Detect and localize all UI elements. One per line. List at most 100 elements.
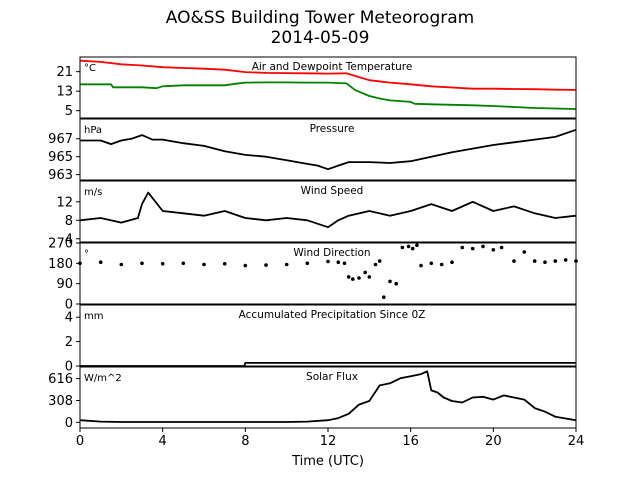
panel-frame — [79, 304, 577, 367]
y-tick-label: 4 — [65, 311, 73, 326]
unit-label: ° — [84, 249, 89, 260]
data-point — [460, 245, 465, 250]
data-point — [410, 246, 415, 251]
data-point — [512, 259, 516, 263]
y-tick-label: 270 — [48, 237, 73, 252]
y-tick-label: 8 — [65, 214, 73, 229]
data-point — [305, 261, 310, 266]
data-point — [284, 262, 289, 267]
panel-title: Solar Flux — [306, 371, 358, 383]
y-tick-label: 616 — [48, 372, 73, 387]
x-tick-label: 20 — [485, 434, 502, 449]
y-tick-label: 5 — [65, 104, 73, 119]
y-tick-label: 4 — [65, 232, 73, 247]
y-tick-label: 2 — [65, 335, 73, 350]
data-point — [400, 245, 405, 250]
data-point — [140, 261, 144, 266]
unit-label: hPa — [84, 125, 102, 136]
panel-title: Wind Direction — [293, 247, 370, 259]
data-point — [377, 259, 382, 263]
data-point — [470, 246, 475, 251]
data-point — [499, 245, 504, 250]
data-point — [382, 295, 386, 300]
y-tick-label: 0 — [65, 360, 73, 375]
x-tick-label: 12 — [320, 434, 337, 449]
data-point — [160, 262, 165, 266]
figure-title-line2: 2014-05-09 — [270, 28, 370, 48]
data-point — [439, 262, 444, 267]
data-point — [119, 262, 124, 267]
series-line-2 — [80, 81, 577, 110]
data-point — [351, 277, 355, 281]
panel-frame — [79, 118, 577, 181]
panel-frame — [79, 56, 577, 119]
y-tick-label: 965 — [48, 150, 73, 165]
unit-label: °C — [84, 63, 96, 74]
data-point — [363, 270, 368, 275]
data-point — [346, 275, 351, 279]
data-point — [243, 263, 248, 268]
panel-title: Pressure — [310, 123, 355, 135]
data-point — [181, 261, 186, 266]
y-tick-label: 13 — [56, 85, 73, 100]
series-line-1 — [80, 128, 577, 171]
series-line-1 — [79, 370, 577, 423]
y-tick-label: 12 — [56, 195, 73, 210]
data-point — [202, 262, 206, 267]
data-point — [450, 260, 454, 265]
panel-frame — [79, 180, 577, 243]
panel-5: 0 2 4 mm Accumulated Precipitation Since 0Z — [65, 304, 577, 375]
data-point — [522, 250, 527, 254]
y-tick-label: 0 — [65, 416, 73, 431]
data-point — [553, 259, 558, 263]
y-tick-label: 180 — [48, 257, 73, 272]
data-point — [367, 275, 372, 279]
y-tick-label: 963 — [48, 168, 73, 183]
data-point — [532, 259, 537, 263]
data-point — [394, 281, 399, 286]
data-point — [419, 263, 423, 268]
data-point — [415, 243, 419, 248]
data-point — [481, 244, 485, 249]
panel-title: Air and Dewpoint Temperature — [252, 61, 413, 73]
unit-label: W/m^2 — [84, 373, 122, 384]
x-tick-label: 24 — [568, 434, 585, 449]
panel-title: Accumulated Precipitation Since 0Z — [239, 309, 426, 321]
data-point — [264, 263, 268, 267]
panel-3: 4 8 12 m/s Wind Speed — [56, 180, 577, 247]
y-tick-label: 967 — [48, 132, 73, 147]
unit-label: mm — [84, 311, 103, 322]
data-point — [429, 261, 434, 266]
x-axis-label: Time (UTC) — [292, 454, 364, 469]
data-point — [98, 260, 103, 265]
data-point — [357, 276, 361, 280]
data-point — [563, 258, 568, 262]
y-tick-label: 21 — [56, 65, 73, 80]
unit-label: m/s — [84, 187, 102, 198]
data-point — [342, 261, 347, 266]
data-point — [326, 259, 330, 264]
y-tick-label: 90 — [56, 277, 73, 292]
x-tick-label: 8 — [241, 434, 249, 449]
data-point — [543, 260, 547, 265]
panel-frame — [79, 242, 577, 305]
series-line-1 — [79, 191, 577, 229]
panel-4: 0 90 180 270 ° Wind Direction — [48, 237, 578, 313]
x-tick-label: 16 — [402, 434, 419, 449]
panel-2: 963 965 967 hPa Pressure — [48, 118, 577, 183]
panel-6: 0 308 616 W/m^2 Solar Flux — [48, 366, 577, 431]
data-point — [388, 279, 392, 284]
data-point — [406, 244, 411, 249]
y-tick-label: 308 — [48, 394, 73, 409]
data-point — [222, 262, 227, 266]
data-point — [491, 248, 496, 252]
panel-title: Wind Speed — [301, 185, 364, 197]
x-tick-label: 0 — [76, 434, 84, 449]
y-tick-label: 0 — [65, 298, 73, 313]
data-point — [373, 262, 378, 267]
series-line-1 — [79, 59, 577, 91]
x-tick-label: 4 — [159, 434, 167, 449]
figure-title-line1: AO&SS Building Tower Meteorogram — [165, 8, 475, 28]
panel-1: 5 13 21 °C Air and Dewpoint Temperature — [56, 56, 577, 119]
